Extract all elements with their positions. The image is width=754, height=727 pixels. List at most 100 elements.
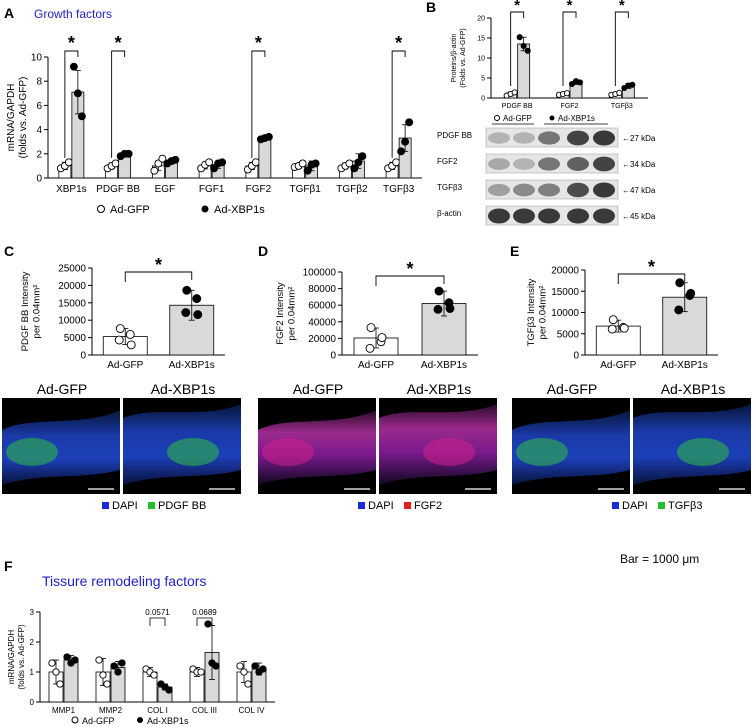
chart-a-data-point — [158, 154, 167, 163]
micrograph-tissue — [258, 410, 376, 485]
blot-band — [513, 158, 535, 170]
chart-f-data-point — [197, 668, 205, 676]
chart-f-data-point — [103, 680, 111, 688]
chart-f-category-label: COL III — [192, 706, 217, 715]
chart-c-ytick-label: 10000 — [58, 316, 86, 327]
blot-band — [567, 157, 589, 171]
chart-f-data-point — [110, 662, 118, 670]
chart-f-ylabel: (folds vs. Ad-GFP) — [17, 624, 26, 690]
legend-dapi-swatch — [358, 502, 365, 509]
remodeling-heading: Tissure remodeling factors — [42, 573, 206, 589]
legend-f-xbp-marker — [137, 717, 143, 723]
chart-a-significance-star: * — [255, 33, 262, 53]
chart-b-ylabel: Proteins/β-actin — [451, 34, 458, 83]
blot-band — [488, 158, 510, 170]
chart-e-data-point — [686, 288, 696, 298]
chart-a-data-point — [171, 155, 180, 164]
micrograph-tissue — [2, 410, 120, 485]
chart-a-data-point — [264, 132, 273, 141]
growth-factors-heading: Growth factors — [34, 7, 112, 21]
blot-row: TGFβ3 ←47 kDa — [437, 179, 656, 200]
micrograph-group-tgfb3: Ad-GFP Ad-XBP1s DAPI TGFβ3 — [512, 381, 751, 512]
chart-e-ylabel: TGFβ3 Intensity — [526, 278, 537, 346]
chart-c-category-label: Ad-GFP — [107, 360, 143, 371]
chart-e-data-point — [675, 278, 685, 288]
chart-b-ytick-label: 5 — [481, 75, 485, 82]
chart-d-data-point — [434, 286, 444, 296]
chart-d: 0 20000 40000 60000 80000 100000 FGF2 Intensit… — [275, 259, 478, 371]
blot-band — [593, 182, 615, 198]
micrograph-group-pdgf: Ad-GFP Ad-XBP1s DAPI PDGF BB — [2, 381, 241, 512]
chart-e-ytick-label: 15000 — [551, 287, 579, 298]
legend-marker-label: TGFβ3 — [668, 500, 702, 512]
panel-letter-d: D — [258, 243, 268, 259]
chart-a-data-point — [124, 149, 133, 158]
chart-e-category-label: Ad-XBP1s — [662, 360, 708, 371]
chart-a-data-point — [401, 137, 410, 146]
blot-band — [488, 208, 510, 224]
micrograph-stain — [516, 438, 568, 466]
legend-dapi-label: DAPI — [368, 500, 394, 512]
chart-f-data-point — [48, 659, 56, 667]
chart-c: 0 5000 10000 15000 20000 25000 PDGF BB Intensi… — [20, 255, 225, 371]
chart-f-data-point — [63, 653, 71, 661]
chart-c-data-point — [182, 285, 192, 295]
chart-b-category-label: PDGF BB — [502, 103, 533, 110]
blot-row-label: TGFβ3 — [437, 183, 463, 192]
chart-d-ytick-label: 100000 — [303, 268, 337, 279]
legend-marker-swatch — [658, 502, 665, 509]
chart-a-category-label: FGF1 — [199, 184, 225, 195]
legend-dapi-swatch — [612, 502, 619, 509]
chart-d-significance-bracket — [375, 275, 445, 286]
chart-a-significance-star: * — [115, 33, 122, 53]
chart-f-category-label: MMP1 — [52, 706, 76, 715]
western-blot: Ad-GFP Ad-XBP1s PDGF BB ←27 kDa FGF2 ←34 kD… — [437, 114, 656, 226]
chart-d-ytick-label: 40000 — [308, 317, 336, 328]
blot-legend-xbp-marker — [549, 115, 555, 121]
blot-band — [593, 130, 615, 146]
chart-c-data-point — [115, 324, 125, 334]
chart-b-ytick-label: 20 — [477, 15, 485, 22]
chart-f-ytick-label: 0 — [30, 698, 35, 707]
chart-c-ylabel: PDGF BB Intensity — [20, 271, 31, 351]
chart-f-data-point — [204, 620, 212, 628]
chart-a-data-point — [405, 118, 414, 127]
chart-b-significance-bracket — [510, 11, 525, 86]
micrograph-group-fgf2: Ad-GFP Ad-XBP1s DAPI FGF2 — [258, 381, 497, 512]
chart-a-significance-bracket — [111, 50, 126, 158]
chart-a-ylabel: mRNA/GAPDH — [6, 84, 17, 152]
chart-a-significance-star: * — [395, 33, 402, 53]
chart-d-ylabel: per 0.04mm² — [287, 287, 298, 341]
chart-e-ylabel: per 0.04mm² — [538, 286, 549, 340]
chart-d-ytick-label: 0 — [330, 351, 336, 362]
chart-a-significance-bracket — [64, 50, 79, 158]
chart-a-category-label: TGFβ3 — [383, 184, 415, 195]
chart-c-significance-bracket — [124, 271, 193, 282]
chart-f: 0 1 2 3 mRNA/GAPDH (folds vs. Ad-GFP) MMP1 MMP2… — [7, 608, 275, 715]
blot-row-label: PDGF BB — [437, 131, 472, 140]
chart-f-data-point — [71, 656, 79, 664]
chart-f-category-label: MMP2 — [99, 706, 123, 715]
chart-c-data-point — [125, 330, 135, 339]
chart-a-data-point — [350, 164, 359, 173]
chart-c-ytick-label: 5000 — [64, 333, 87, 344]
chart-a-data-point — [150, 166, 159, 175]
chart-c-ytick-label: 15000 — [58, 298, 86, 309]
chart-e-category-label: Ad-GFP — [600, 360, 636, 371]
legend-f-gfp-label: Ad-GFP — [82, 716, 115, 726]
chart-f-data-point — [118, 659, 126, 667]
chart-c-ytick-label: 25000 — [58, 264, 86, 275]
chart-f-data-point — [240, 668, 248, 676]
blot-kda-label: ←47 kDa — [622, 186, 656, 195]
blot-band — [538, 183, 560, 197]
chart-d-significance-star: * — [406, 259, 413, 279]
blot-band — [567, 208, 589, 224]
chart-a-category-label: PDGF BB — [96, 184, 140, 195]
blot-kda-label: ←27 kDa — [622, 134, 656, 143]
chart-c-ytick-label: 20000 — [58, 281, 86, 292]
chart-c-ytick-label: 0 — [80, 351, 86, 362]
legend-marker-swatch — [148, 502, 155, 509]
chart-a-data-point — [111, 159, 120, 168]
chart-e-significance-bracket — [617, 273, 686, 284]
chart-a-bar — [258, 137, 272, 179]
